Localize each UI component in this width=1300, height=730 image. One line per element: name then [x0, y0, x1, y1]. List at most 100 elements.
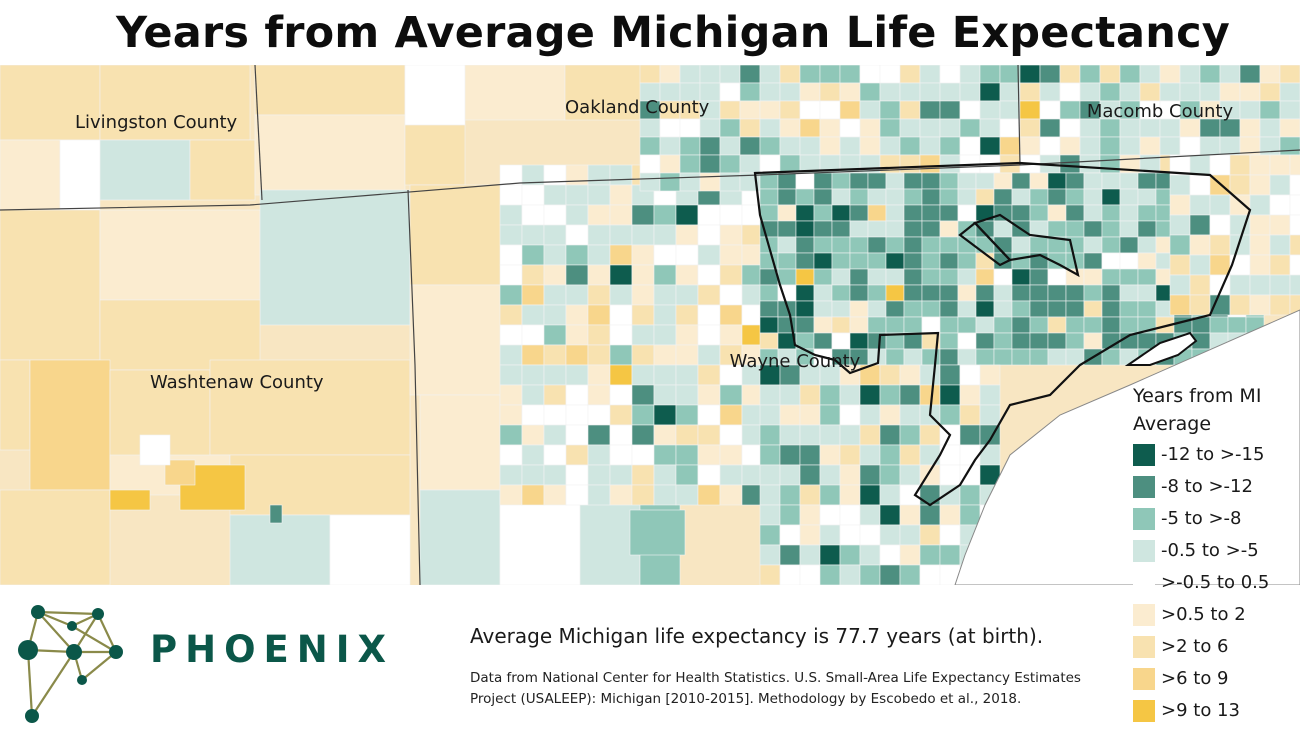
census-tract	[653, 424, 677, 446]
census-tract	[993, 204, 1013, 222]
census-tract	[957, 188, 977, 206]
census-tract	[959, 82, 981, 102]
census-tract	[1039, 136, 1061, 156]
census-tract	[921, 204, 941, 222]
census-tract	[587, 444, 611, 466]
census-tract	[819, 464, 841, 486]
census-tract	[813, 284, 833, 302]
label-macomb: Macomb County	[1086, 101, 1234, 122]
census-tract	[653, 404, 677, 426]
page-title: Years from Average Michigan Life Expecta…	[115, 8, 1231, 58]
census-tract	[565, 444, 589, 466]
census-tract	[1011, 268, 1031, 286]
census-tract	[867, 252, 887, 270]
census-tract	[993, 268, 1013, 286]
census-tract	[939, 268, 959, 286]
census-tract	[697, 304, 721, 326]
census-tract	[1039, 65, 1061, 84]
census-tract	[609, 424, 633, 446]
hamtramck-line	[972, 213, 1080, 278]
census-tract	[675, 264, 699, 286]
census-tract	[779, 544, 801, 566]
census-tract	[939, 82, 961, 102]
census-tract	[1019, 82, 1041, 102]
census-tract	[1011, 188, 1031, 206]
legend-item: >6 to 9	[1133, 667, 1298, 691]
census-tract	[1209, 234, 1231, 256]
census-tract	[795, 220, 815, 238]
census-tract	[1189, 294, 1211, 316]
census-tract	[939, 504, 961, 526]
census-tract	[587, 204, 611, 226]
census-tract	[543, 184, 567, 206]
census-tract	[795, 284, 815, 302]
census-tract	[1101, 284, 1121, 302]
census-tract	[831, 284, 851, 302]
census-tract	[259, 189, 411, 326]
census-tract	[1011, 284, 1031, 302]
census-tract	[653, 304, 677, 326]
census-tract	[739, 100, 761, 120]
census-tract	[993, 188, 1013, 206]
census-tract	[404, 124, 466, 186]
census-tract	[565, 424, 589, 446]
census-tract	[999, 136, 1021, 156]
census-tract	[675, 404, 699, 426]
census-tract	[1065, 220, 1085, 238]
census-tract	[1019, 118, 1041, 138]
census-tract	[879, 504, 901, 526]
census-tract	[675, 384, 699, 406]
census-tract	[813, 236, 833, 254]
census-tract	[1059, 82, 1081, 102]
census-tract	[1137, 172, 1157, 190]
census-tract	[899, 444, 921, 466]
census-tract	[1011, 332, 1031, 350]
census-tract	[99, 209, 261, 301]
census-tract	[859, 504, 881, 526]
census-tract	[939, 300, 959, 318]
census-tract	[631, 224, 655, 246]
census-tract	[899, 65, 921, 84]
census-tract	[675, 344, 699, 366]
census-tract	[759, 82, 781, 102]
census-tract	[1249, 154, 1271, 176]
census-tract	[1169, 234, 1191, 256]
census-tract	[993, 332, 1013, 350]
census-tract	[1179, 136, 1201, 156]
census-tract	[521, 284, 545, 306]
census-tract	[631, 364, 655, 386]
census-tract	[1249, 274, 1271, 296]
census-tract	[699, 172, 721, 192]
census-tract	[404, 65, 466, 126]
census-tract	[839, 564, 861, 585]
census-tract	[1019, 100, 1041, 120]
census-tract	[1065, 172, 1085, 190]
census-tract	[839, 544, 861, 566]
census-tract	[609, 184, 633, 206]
census-tract	[1279, 100, 1300, 120]
census-tract	[1099, 136, 1121, 156]
census-tract	[849, 188, 869, 206]
census-tract	[957, 300, 977, 318]
census-tract	[959, 136, 981, 156]
census-tract	[1029, 300, 1049, 318]
census-tract	[939, 332, 959, 350]
census-tract	[831, 204, 851, 222]
census-tract	[903, 220, 923, 238]
census-tract	[885, 220, 905, 238]
census-tract	[499, 304, 523, 326]
legend-item: >2 to 6	[1133, 635, 1298, 659]
census-tract	[777, 220, 797, 238]
census-tract	[1065, 300, 1085, 318]
census-tract	[719, 284, 743, 306]
census-tract	[587, 344, 611, 366]
census-tract	[919, 384, 941, 406]
census-tract	[879, 82, 901, 102]
census-tract	[1229, 294, 1251, 316]
census-tract	[0, 489, 111, 585]
census-tract	[719, 82, 741, 102]
census-tract	[269, 504, 283, 524]
census-tract	[631, 324, 655, 346]
census-tract	[779, 444, 801, 466]
census-tract	[759, 300, 779, 318]
